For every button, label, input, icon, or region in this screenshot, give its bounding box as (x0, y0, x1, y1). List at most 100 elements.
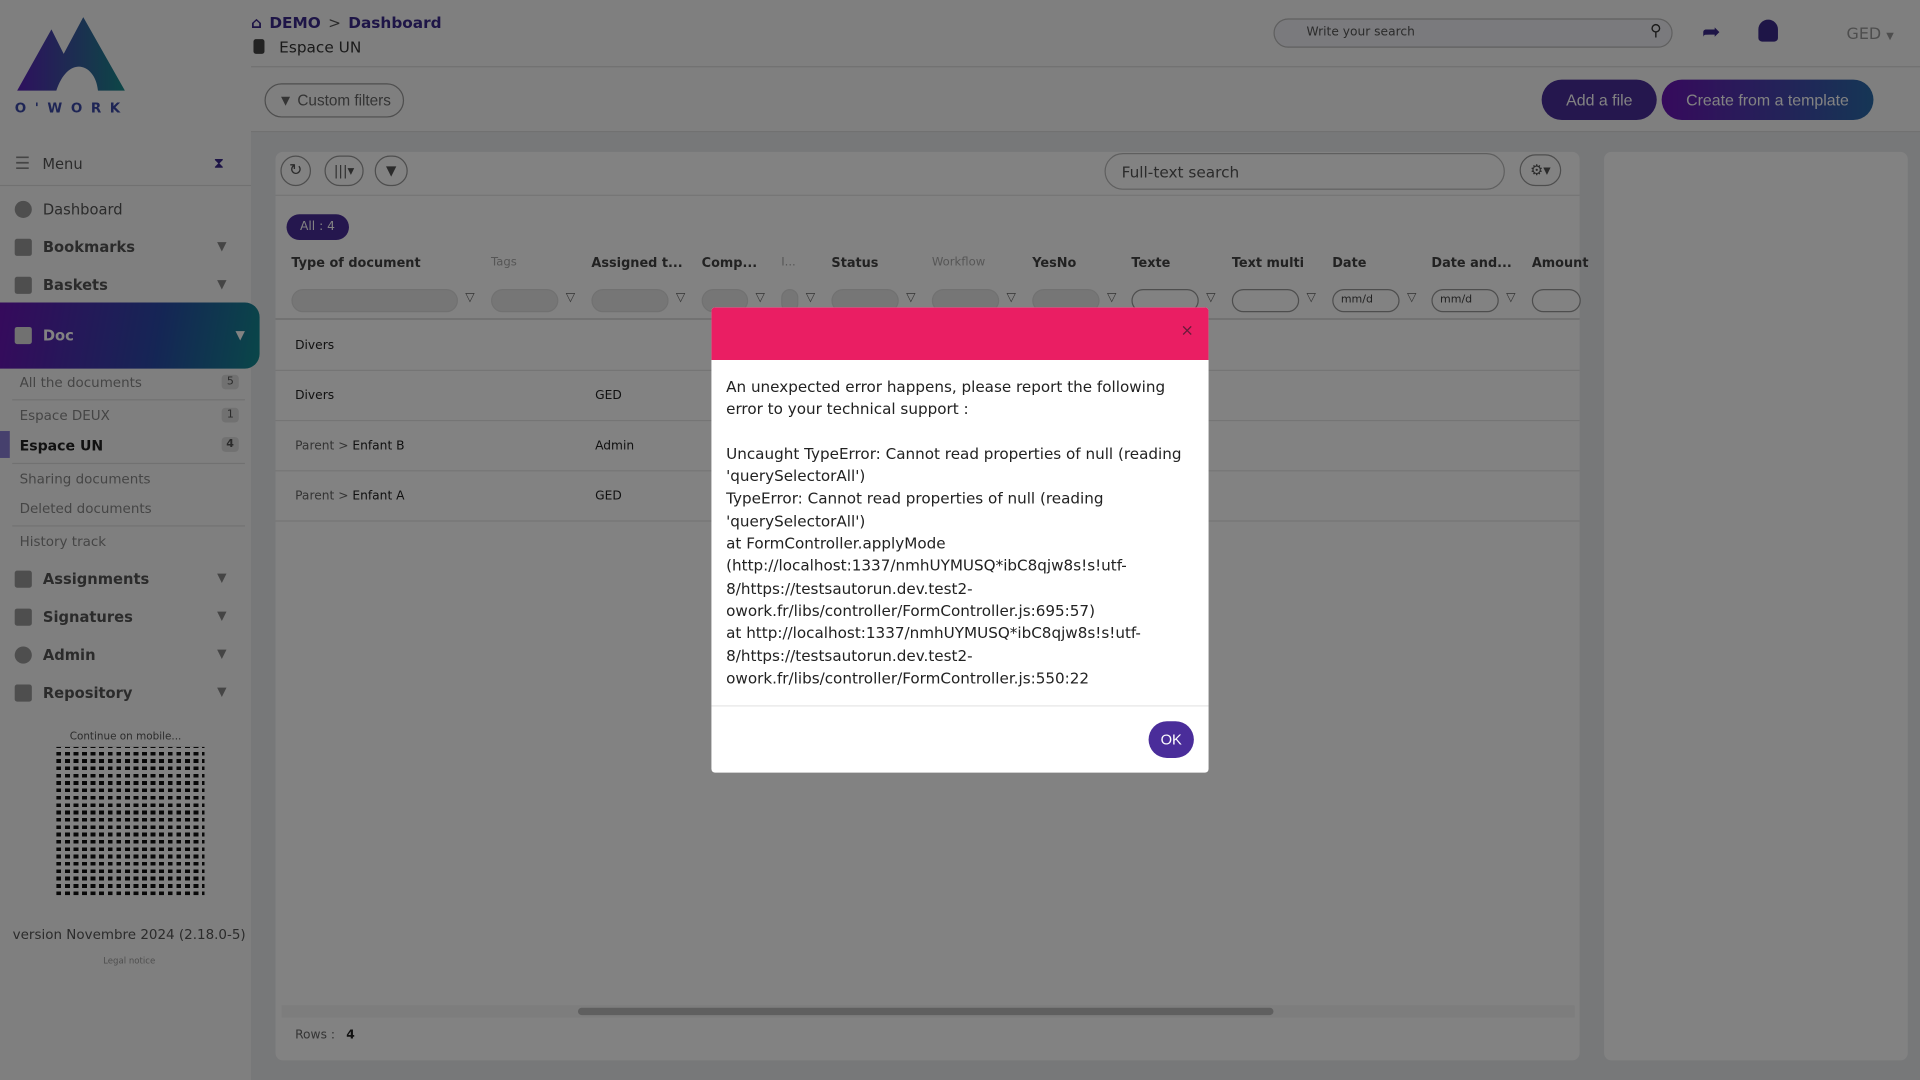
list-icon (14, 683, 32, 702)
doc-item-sharing[interactable]: Sharing documents (20, 471, 151, 487)
count-badge: 5 (221, 374, 239, 390)
filter-icon[interactable]: ▽ (906, 291, 916, 305)
column-filter-input[interactable] (1531, 288, 1581, 313)
ok-button[interactable]: OK (1148, 721, 1194, 758)
columns-icon[interactable]: |||▾ (324, 155, 364, 187)
search-placeholder: Write your search (1306, 25, 1415, 40)
parent-type: Parent > (295, 489, 349, 504)
column-header[interactable]: Type of document (291, 255, 421, 271)
close-icon[interactable]: × (1180, 322, 1194, 341)
column-filter-input[interactable] (1231, 288, 1300, 313)
filter-icon[interactable]: ▽ (1106, 291, 1117, 305)
horizontal-scrollbar[interactable] (281, 1005, 1575, 1018)
label: Signatures (42, 607, 133, 626)
column-filter-input[interactable] (291, 288, 458, 313)
label: Espace DEUX (19, 407, 110, 424)
menu-label: Menu (42, 154, 83, 173)
column-header[interactable]: YesNo (1032, 255, 1077, 271)
filter-icon[interactable]: ▽ (1306, 291, 1316, 305)
all-count-badge[interactable]: All : 4 (286, 214, 349, 241)
share-icon[interactable]: ➦ (1702, 19, 1721, 46)
logo[interactable]: O'WORK (15, 17, 125, 116)
gear-icon (14, 645, 32, 664)
label: Bookmarks (42, 238, 136, 256)
column-header[interactable]: Texte (1131, 255, 1171, 271)
book-icon (14, 276, 32, 294)
filter-icon[interactable]: ▽ (755, 291, 765, 305)
column-filter-input[interactable] (591, 288, 669, 313)
scrollbar-thumb[interactable] (577, 1007, 1274, 1016)
type-value: Divers (295, 339, 335, 353)
sidebar-item-dashboard[interactable]: Dashboard (0, 190, 251, 228)
filter-icon[interactable]: ▽ (805, 291, 816, 305)
legal-link[interactable]: Legal notice (103, 956, 156, 967)
count-badge: 4 (221, 437, 239, 452)
preview-panel (1604, 151, 1908, 1061)
doc-item-history[interactable]: History track (20, 534, 106, 550)
column-header[interactable]: Tags (491, 255, 517, 270)
filter-icon[interactable]: ▽ (1506, 291, 1516, 305)
sidebar-item-assignments[interactable]: Assignments ▼ (0, 560, 251, 598)
filter-icon[interactable]: ▽ (465, 291, 475, 305)
doc-item-all[interactable]: All the documents 5 (20, 374, 247, 391)
breadcrumb-current[interactable]: Dashboard (348, 13, 442, 32)
sidebar-item-baskets[interactable]: Baskets ▼ (0, 266, 251, 304)
column-header[interactable]: Status (831, 255, 879, 271)
divider (12, 399, 245, 401)
breadcrumb-separator: > (328, 13, 341, 32)
sidebar-item-admin[interactable]: Admin ▼ (0, 636, 251, 674)
book-icon (14, 326, 32, 345)
pin-icon[interactable]: ⧗ (213, 154, 225, 172)
filter-icon[interactable]: ▽ (1406, 291, 1417, 305)
chevron-down-icon: ▼ (217, 240, 227, 254)
home-icon[interactable]: ⌂ (251, 13, 262, 32)
column-header[interactable]: Comp... (701, 255, 758, 271)
sidebar-item-bookmarks[interactable]: Bookmarks ▼ (0, 228, 251, 266)
module-selector[interactable]: GED ▼ (1847, 26, 1894, 44)
rows-count: 4 (346, 1028, 355, 1043)
divider (251, 66, 1920, 68)
global-search-input[interactable]: Write your search ⚲ (1273, 18, 1673, 48)
search-icon[interactable]: ⚲ (1649, 22, 1662, 41)
refresh-icon[interactable]: ↻ (280, 155, 312, 187)
doc-item-espace-un[interactable]: Espace UN 4 (20, 437, 247, 454)
column-header[interactable]: I... (781, 255, 796, 270)
add-file-button[interactable]: Add a file (1541, 79, 1657, 121)
sidebar-item-repository[interactable]: Repository ▼ (0, 673, 251, 711)
rows-footer: Rows : 4 (295, 1029, 355, 1042)
column-header[interactable]: Date and... (1431, 255, 1512, 271)
column-header[interactable]: Workflow (931, 255, 986, 270)
column-filter-input[interactable]: mm/d (1431, 288, 1499, 313)
settings-gear-icon[interactable]: ⚙▾ (1519, 154, 1562, 187)
assigned-cell: GED (595, 489, 622, 504)
column-header[interactable]: Date (1332, 255, 1367, 271)
create-template-button[interactable]: Create from a template (1661, 79, 1874, 121)
column-filter-input[interactable]: mm/d (1332, 288, 1400, 313)
version-label: version Novembre 2024 (2.18.0-5) (12, 926, 246, 943)
breadcrumb-home[interactable]: DEMO (269, 13, 321, 32)
label: Doc (42, 326, 74, 345)
filter-icon[interactable]: ▽ (1206, 291, 1216, 305)
mobile-label: Continue on mobile... (69, 731, 182, 744)
filter-icon[interactable]: ▽ (675, 291, 686, 305)
sidebar-item-signatures[interactable]: Signatures ▼ (0, 598, 251, 636)
doc-item-espace-deux[interactable]: Espace DEUX 1 (19, 407, 247, 424)
column-filter-input[interactable] (491, 288, 559, 313)
qr-code[interactable] (56, 746, 205, 896)
fulltext-search-input[interactable]: Full-text search (1104, 153, 1505, 190)
doc-item-deleted[interactable]: Deleted documents (20, 501, 152, 517)
label: Deleted documents (19, 500, 152, 517)
filter-icon[interactable]: ▼ (374, 155, 408, 187)
filter-icon[interactable]: ▽ (1006, 291, 1016, 305)
custom-filters-button[interactable]: ▼ Custom filters (264, 83, 405, 118)
menu-toggle[interactable]: ☰ Menu ⧗ (0, 142, 252, 187)
chevron-down-icon: ▼ (217, 609, 227, 624)
filter-icon[interactable]: ▽ (565, 291, 576, 305)
bell-icon[interactable] (1758, 19, 1778, 42)
column-header[interactable]: Amount (1531, 255, 1589, 271)
column-header[interactable]: Text multi (1231, 255, 1305, 271)
divider (275, 194, 1580, 196)
caret-down-icon: ▼ (1886, 30, 1894, 42)
column-header[interactable]: Assigned t... (591, 255, 683, 271)
sidebar-item-doc[interactable]: Doc ▼ (0, 302, 260, 369)
